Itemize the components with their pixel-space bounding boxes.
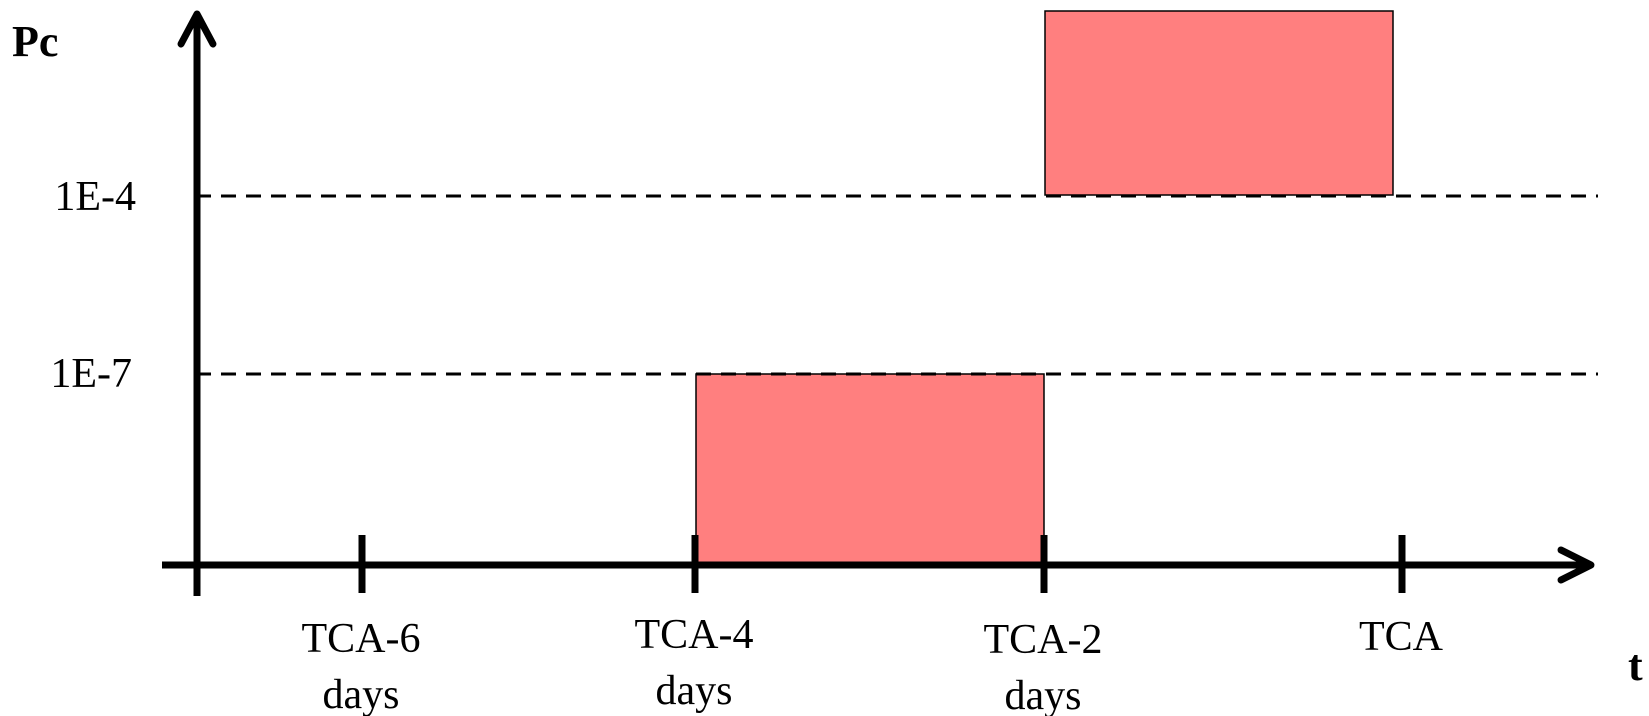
y-axis-arrowhead — [177, 10, 217, 48]
x-axis-title: t — [1628, 641, 1643, 690]
y-axis-title: Pc — [12, 17, 58, 66]
tick-label-tca-4-days: days — [656, 668, 733, 714]
tick-label-tca-6-days: days — [323, 672, 400, 716]
tick-label-tca-4: TCA-4 — [635, 612, 754, 658]
threshold-label-1e-4: 1E-4 — [54, 174, 136, 220]
threshold-label-1e-7: 1E-7 — [50, 351, 132, 397]
tick-label-tca-2-days: days — [1005, 673, 1082, 716]
x-axis-arrowhead — [1557, 546, 1595, 584]
tick-label-tca-2: TCA-2 — [984, 617, 1103, 663]
box-tca2-to-tca — [1044, 10, 1394, 196]
box-tca4-to-tca2 — [695, 373, 1045, 565]
tick-label-tca-6: TCA-6 — [302, 616, 421, 662]
tick-label-tca: TCA — [1359, 614, 1444, 660]
